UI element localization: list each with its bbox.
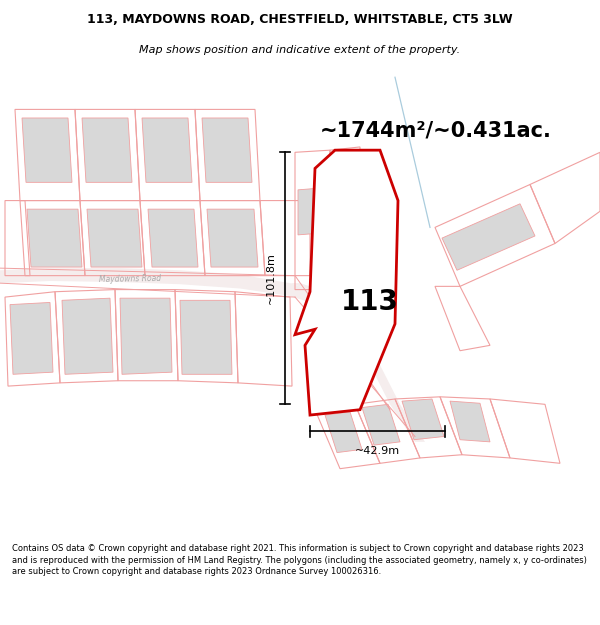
Polygon shape (27, 209, 82, 267)
Text: ~1744m²/~0.431ac.: ~1744m²/~0.431ac. (320, 121, 552, 141)
Polygon shape (202, 118, 252, 182)
Polygon shape (362, 404, 400, 445)
Polygon shape (62, 298, 113, 374)
Polygon shape (180, 300, 232, 374)
Polygon shape (450, 401, 490, 442)
Polygon shape (22, 118, 72, 182)
Text: Contains OS data © Crown copyright and database right 2021. This information is : Contains OS data © Crown copyright and d… (12, 544, 587, 576)
Polygon shape (120, 298, 172, 374)
Text: ~101.8m: ~101.8m (266, 253, 276, 304)
Text: 113: 113 (341, 289, 399, 316)
Polygon shape (142, 118, 192, 182)
Text: ~42.9m: ~42.9m (355, 446, 400, 456)
Polygon shape (298, 188, 325, 235)
Polygon shape (0, 268, 310, 302)
Polygon shape (82, 118, 132, 182)
Polygon shape (295, 150, 398, 415)
Polygon shape (325, 412, 362, 452)
Polygon shape (207, 209, 258, 267)
Polygon shape (10, 302, 53, 374)
Polygon shape (402, 399, 444, 440)
Text: 113, MAYDOWNS ROAD, CHESTFIELD, WHITSTABLE, CT5 3LW: 113, MAYDOWNS ROAD, CHESTFIELD, WHITSTAB… (87, 13, 513, 26)
Polygon shape (333, 184, 356, 232)
Polygon shape (148, 209, 198, 267)
Polygon shape (290, 283, 425, 442)
Polygon shape (442, 204, 535, 270)
Polygon shape (87, 209, 142, 267)
Text: Maydowns Road: Maydowns Road (99, 274, 161, 284)
Text: Maydowns Road: Maydowns Road (328, 318, 353, 373)
Text: Map shows position and indicative extent of the property.: Map shows position and indicative extent… (139, 44, 461, 54)
